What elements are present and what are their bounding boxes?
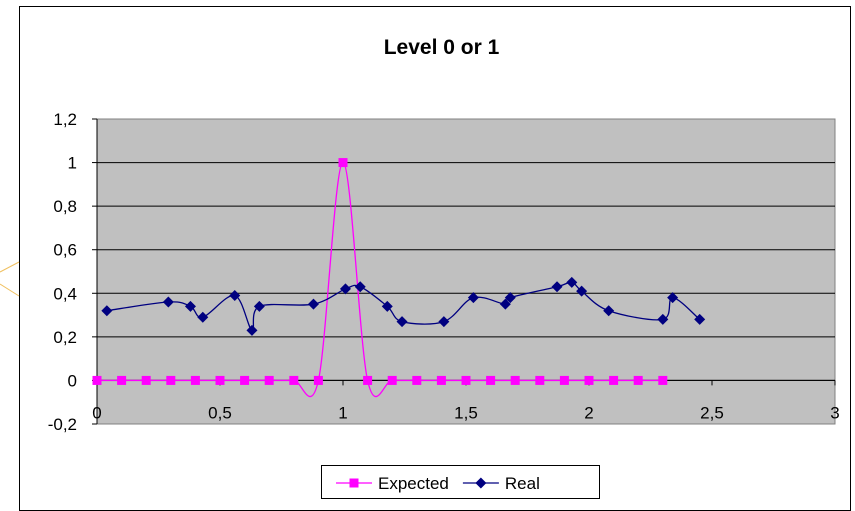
data-point-expected <box>190 375 200 385</box>
data-point-expected <box>92 375 102 385</box>
legend-marker <box>475 477 487 489</box>
data-point-expected <box>584 375 594 385</box>
data-point-real <box>184 300 196 312</box>
data-point-real <box>504 292 516 304</box>
data-point-real <box>253 300 265 312</box>
data-point-expected <box>436 375 446 385</box>
x-tick-label: 2,5 <box>700 403 724 422</box>
data-point-real <box>603 305 615 317</box>
data-point-real <box>499 298 511 310</box>
data-point-expected <box>609 375 619 385</box>
data-point-expected <box>559 375 569 385</box>
data-point-real <box>438 316 450 328</box>
y-tick-label: 0,2 <box>53 328 77 347</box>
series-real <box>101 276 706 336</box>
data-point-real <box>229 289 241 301</box>
x-tick-label: 3 <box>830 403 839 422</box>
legend-marker <box>349 478 359 488</box>
data-point-real <box>657 313 669 325</box>
data-point-real <box>246 324 258 336</box>
data-point-expected <box>658 375 668 385</box>
data-point-real <box>467 292 479 304</box>
data-point-expected <box>387 375 397 385</box>
chart-title: Level 0 or 1 <box>383 36 500 59</box>
data-point-expected <box>215 375 225 385</box>
x-tick-label: 1,5 <box>454 403 478 422</box>
data-point-expected <box>510 375 520 385</box>
data-point-real <box>354 281 366 293</box>
data-point-expected <box>363 375 373 385</box>
data-point-real <box>101 305 113 317</box>
x-tick-label: 1 <box>338 403 347 422</box>
data-point-expected <box>486 375 496 385</box>
data-point-expected <box>141 375 151 385</box>
data-point-expected <box>461 375 471 385</box>
data-point-expected <box>633 375 643 385</box>
data-point-real <box>396 316 408 328</box>
y-tick-label: -0,2 <box>48 415 77 434</box>
data-point-expected <box>338 158 348 168</box>
data-point-real <box>551 281 563 293</box>
data-point-expected <box>264 375 274 385</box>
legend-item-expected: Expected <box>336 474 449 493</box>
series-expected <box>92 158 668 398</box>
data-point-real <box>576 285 588 297</box>
data-point-real <box>694 313 706 325</box>
x-tick-label: 0 <box>92 403 101 422</box>
data-point-expected <box>412 375 422 385</box>
x-tick-label: 0,5 <box>208 403 232 422</box>
data-point-real <box>197 311 209 323</box>
data-point-real <box>667 292 679 304</box>
data-point-real <box>307 298 319 310</box>
data-point-real <box>162 296 174 308</box>
y-tick-label: 0,4 <box>53 284 77 303</box>
data-point-real <box>339 283 351 295</box>
y-tick-label: 1 <box>68 154 77 173</box>
data-point-expected <box>289 375 299 385</box>
y-tick-label: 0 <box>68 371 77 390</box>
data-point-expected <box>117 375 127 385</box>
legend-item-real: Real <box>462 474 540 493</box>
legend-svg: Expected Real <box>336 474 540 493</box>
data-point-expected <box>535 375 545 385</box>
data-point-real <box>381 300 393 312</box>
legend-label: Real <box>505 474 540 493</box>
x-tick-label: 2 <box>584 403 593 422</box>
y-tick-label: 0,6 <box>53 241 77 260</box>
data-point-expected <box>313 375 323 385</box>
legend: Expected Real <box>321 465 600 499</box>
data-point-expected <box>240 375 250 385</box>
y-tick-label: 0,8 <box>53 197 77 216</box>
y-tick-label: 1,2 <box>53 110 77 129</box>
data-point-expected <box>166 375 176 385</box>
legend-label: Expected <box>378 474 449 493</box>
data-point-real <box>566 276 578 288</box>
